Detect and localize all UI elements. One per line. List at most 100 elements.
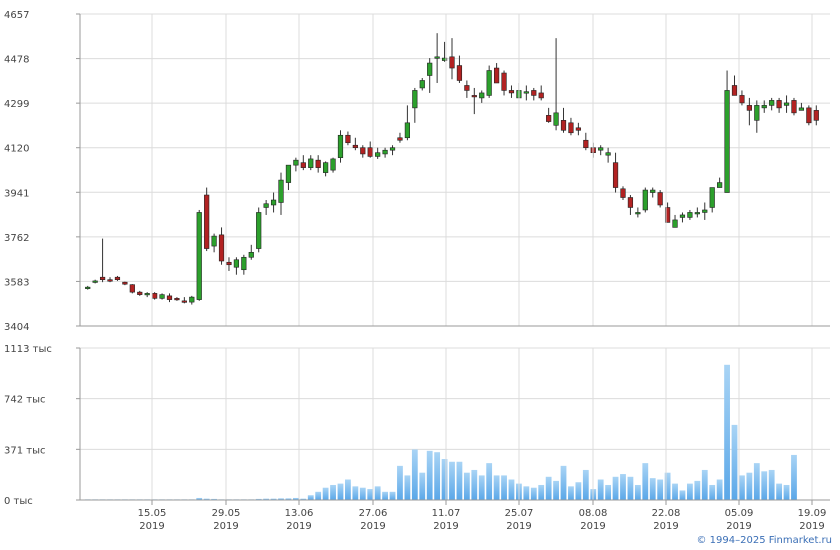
- candle: [375, 147, 381, 159]
- candle-body-up: [196, 212, 202, 300]
- price-tick-label: 4657: [4, 10, 29, 21]
- volume-bar: [620, 474, 626, 500]
- candle-body-down: [471, 95, 477, 98]
- x-tick-date: 22.08: [652, 508, 681, 519]
- candle-body-down: [464, 85, 470, 91]
- volume-bar: [322, 487, 329, 500]
- candle: [270, 192, 277, 213]
- volume-bar: [612, 476, 619, 500]
- candle: [196, 209, 202, 301]
- volume-bars: [84, 364, 797, 501]
- candle: [642, 187, 648, 213]
- candle: [553, 38, 559, 131]
- candle-body-up: [285, 164, 292, 183]
- volume-bar: [605, 484, 612, 500]
- candle-body-up: [330, 158, 336, 171]
- x-tick-year: 2019: [653, 521, 678, 532]
- volume-bar: [545, 476, 552, 500]
- candle: [248, 244, 254, 260]
- candle: [449, 38, 455, 80]
- volume-bar: [315, 491, 322, 500]
- candle-body-down: [739, 95, 745, 104]
- volume-bar: [716, 479, 723, 500]
- candle: [367, 141, 373, 158]
- candle: [479, 90, 485, 103]
- candle: [85, 285, 91, 290]
- x-tick-year: 2019: [286, 521, 311, 532]
- volume-bar: [664, 472, 671, 500]
- volume-bar: [753, 463, 760, 500]
- volume-bar: [761, 471, 768, 500]
- candle: [323, 161, 329, 177]
- volume-bar: [374, 486, 381, 500]
- candle: [441, 41, 448, 62]
- candle: [538, 85, 544, 101]
- price-tick-label: 3941: [4, 188, 29, 199]
- volume-bar: [642, 463, 649, 500]
- volume-bar: [776, 483, 783, 500]
- candle: [263, 200, 269, 215]
- candle: [523, 85, 529, 101]
- volume-bar: [686, 483, 693, 500]
- candle: [189, 295, 195, 305]
- candle: [397, 132, 403, 143]
- candle-body-up: [479, 92, 485, 99]
- volume-bar: [783, 484, 790, 500]
- candle-body-down: [99, 276, 106, 280]
- candle: [761, 100, 767, 113]
- volume-bar: [731, 424, 738, 500]
- candle: [531, 87, 537, 101]
- candle-body-up: [598, 147, 604, 151]
- candle: [486, 65, 492, 98]
- candle-body-down: [501, 72, 507, 91]
- copyright-link[interactable]: © 1994–2025 Finmarket.ru: [696, 535, 832, 546]
- candle: [308, 155, 314, 171]
- price-grid: [80, 13, 830, 327]
- candle-body-up: [92, 280, 98, 283]
- volume-bar: [411, 449, 418, 500]
- price-tick-label: 4299: [4, 99, 29, 110]
- volume-grid: [80, 347, 830, 501]
- candle-body-down: [731, 85, 738, 96]
- candle: [598, 145, 604, 156]
- candle: [754, 100, 760, 133]
- candle-body-up: [293, 159, 299, 166]
- volume-bar: [739, 475, 745, 500]
- candle-body-up: [679, 214, 686, 218]
- volume-bar: [627, 476, 634, 500]
- candle-body-up: [256, 212, 262, 249]
- candle-body-up: [323, 162, 329, 173]
- candle-body-down: [152, 293, 158, 299]
- candle-body-down: [583, 139, 589, 149]
- candle: [99, 238, 106, 283]
- x-tick-year: 2019: [213, 521, 238, 532]
- volume-bar: [352, 486, 359, 500]
- x-tick-year: 2019: [139, 521, 164, 532]
- candle-body-down: [791, 100, 797, 114]
- price-tick-label: 3583: [4, 277, 29, 288]
- candle: [635, 207, 641, 218]
- candle-body-up: [375, 152, 381, 157]
- price-tick-label: 3404: [4, 322, 29, 333]
- volume-bar: [471, 469, 478, 500]
- volume-bar: [307, 495, 314, 500]
- candle: [612, 152, 619, 193]
- candle: [92, 279, 98, 284]
- candle-body-up: [523, 91, 529, 94]
- candle-body-up: [687, 212, 693, 218]
- volume-tick-label: 1113 тыс: [4, 344, 52, 355]
- candle: [174, 297, 180, 301]
- x-tick-date: 25.07: [505, 508, 534, 519]
- candle-body-down: [575, 127, 581, 131]
- candle: [285, 164, 292, 191]
- candle: [233, 257, 240, 275]
- volume-bar: [441, 459, 448, 500]
- candle: [813, 105, 819, 126]
- candle: [256, 207, 262, 253]
- volume-bar: [568, 486, 574, 500]
- candle: [137, 290, 143, 296]
- x-tick-date: 11.07: [432, 508, 461, 519]
- candle: [672, 214, 678, 228]
- candle-body-down: [538, 92, 544, 99]
- candle-body-down: [367, 147, 373, 157]
